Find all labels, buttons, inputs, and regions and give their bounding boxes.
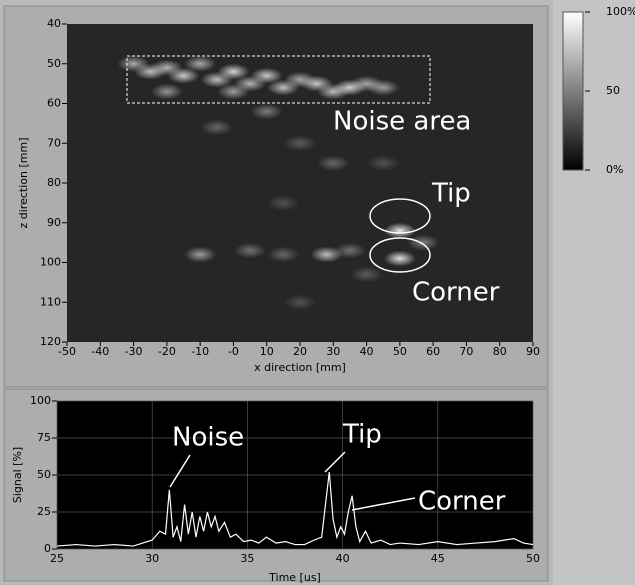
hot-spot bbox=[284, 294, 316, 310]
y-tick-label: 50 bbox=[47, 57, 61, 70]
annotation: Tip bbox=[342, 420, 382, 450]
annotation: Tip bbox=[431, 179, 471, 209]
colorbar bbox=[563, 12, 583, 170]
app-window: -50-40-30-20-10-010203040506070809040506… bbox=[0, 0, 635, 585]
x-tick-label: -30 bbox=[125, 345, 143, 358]
colorbar-label: 100% bbox=[606, 5, 635, 18]
hot-spot bbox=[284, 135, 316, 151]
x-tick-label: 90 bbox=[526, 345, 540, 358]
y-tick-label: 75 bbox=[37, 431, 51, 444]
colorbar-label: 50 bbox=[606, 84, 620, 97]
hot-spot bbox=[184, 56, 216, 72]
hot-spot bbox=[267, 195, 299, 211]
x-tick-label: -40 bbox=[91, 345, 109, 358]
x-tick-label: 35 bbox=[240, 552, 254, 565]
y-tick-label: 0 bbox=[44, 542, 51, 555]
y-axis-label: Signal [%] bbox=[11, 447, 24, 503]
x-tick-label: -20 bbox=[158, 345, 176, 358]
x-tick-label: 30 bbox=[326, 345, 340, 358]
x-tick-label: 40 bbox=[336, 552, 350, 565]
colorbar-label: 0% bbox=[606, 163, 623, 176]
annotation: Noise area bbox=[333, 107, 471, 137]
x-axis-label: Time [us] bbox=[268, 571, 321, 584]
x-tick-label: 80 bbox=[493, 345, 507, 358]
x-tick-label: 60 bbox=[426, 345, 440, 358]
annotation: Noise bbox=[172, 423, 244, 453]
y-tick-label: 100 bbox=[40, 256, 61, 269]
x-tick-label: 50 bbox=[393, 345, 407, 358]
x-tick-label: 40 bbox=[360, 345, 374, 358]
y-tick-label: 100 bbox=[30, 394, 51, 407]
x-tick-label: 45 bbox=[431, 552, 445, 565]
hot-spot bbox=[267, 247, 299, 263]
hot-spot bbox=[317, 155, 349, 171]
y-tick-label: 70 bbox=[47, 136, 61, 149]
hot-spot bbox=[367, 155, 399, 171]
hot-spot bbox=[184, 247, 216, 263]
hot-spot bbox=[234, 243, 266, 259]
hot-spot bbox=[217, 84, 249, 100]
annotation: Corner bbox=[418, 487, 506, 517]
hot-spot bbox=[151, 84, 183, 100]
y-tick-label: 90 bbox=[47, 216, 61, 229]
hot-spot bbox=[251, 103, 283, 119]
x-tick-label: -0 bbox=[228, 345, 239, 358]
x-tick-label: 50 bbox=[526, 552, 540, 565]
y-tick-label: 120 bbox=[40, 335, 61, 348]
x-tick-label: 30 bbox=[145, 552, 159, 565]
hot-spot bbox=[367, 80, 399, 96]
annotation: Corner bbox=[412, 278, 500, 308]
y-tick-label: 50 bbox=[37, 468, 51, 481]
x-tick-label: 20 bbox=[293, 345, 307, 358]
x-tick-label: 25 bbox=[50, 552, 64, 565]
y-axis-label: z direction [mm] bbox=[17, 138, 30, 229]
y-tick-label: 60 bbox=[47, 97, 61, 110]
hot-spot bbox=[384, 251, 416, 267]
y-tick-label: 40 bbox=[47, 17, 61, 30]
x-tick-label: 10 bbox=[260, 345, 274, 358]
hot-spot bbox=[334, 243, 366, 259]
y-tick-label: 80 bbox=[47, 176, 61, 189]
y-tick-label: 110 bbox=[40, 295, 61, 308]
hot-spot bbox=[201, 119, 233, 135]
hot-spot bbox=[384, 223, 416, 239]
x-axis-label: x direction [mm] bbox=[254, 361, 346, 374]
x-tick-label: -10 bbox=[191, 345, 209, 358]
y-tick-label: 25 bbox=[37, 505, 51, 518]
hot-spot bbox=[351, 266, 383, 282]
x-tick-label: 70 bbox=[459, 345, 473, 358]
hot-spot bbox=[407, 235, 439, 251]
